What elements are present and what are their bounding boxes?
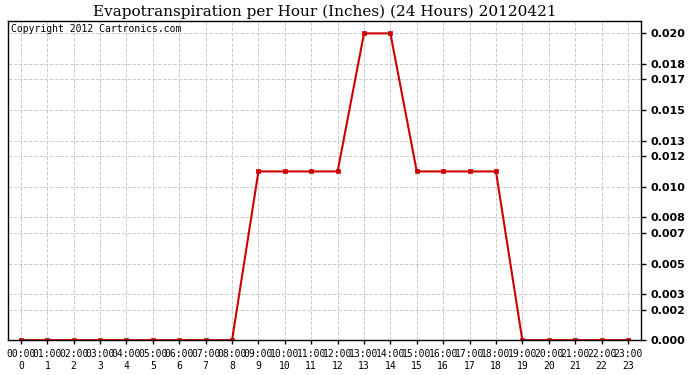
Title: Evapotranspiration per Hour (Inches) (24 Hours) 20120421: Evapotranspiration per Hour (Inches) (24… [92,4,556,18]
Text: Copyright 2012 Cartronics.com: Copyright 2012 Cartronics.com [11,24,181,34]
